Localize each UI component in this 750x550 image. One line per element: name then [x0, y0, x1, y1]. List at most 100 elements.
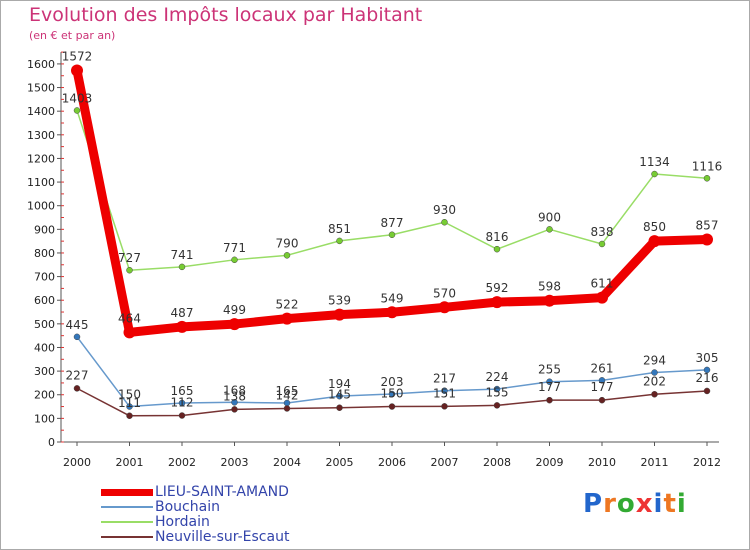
y-tick-label: 0	[48, 436, 55, 449]
data-label-bouchain: 194	[328, 377, 351, 391]
x-tick-label: 2003	[221, 456, 249, 469]
y-tick-label: 1500	[27, 82, 55, 95]
data-point-hordain	[231, 256, 238, 264]
data-label-lieu-saint-amand: 592	[486, 281, 509, 295]
data-point-lieu-saint-amand	[281, 312, 293, 325]
data-label-neuville-sur-escaut: 138	[223, 389, 246, 403]
data-label-hordain: 741	[171, 248, 194, 262]
data-point-bouchain	[126, 403, 133, 410]
data-label-lieu-saint-amand: 499	[223, 303, 246, 317]
data-point-lieu-saint-amand	[648, 235, 661, 248]
data-point-hordain	[703, 175, 711, 182]
data-label-hordain: 877	[381, 216, 404, 230]
data-label-bouchain: 165	[276, 384, 299, 398]
data-point-hordain	[651, 170, 658, 178]
data-label-bouchain: 294	[643, 354, 666, 368]
chart-subtitle: (en € et par an)	[29, 29, 116, 42]
x-tick-label: 2007	[431, 456, 459, 469]
legend-label-lieu-saint-amand: LIEU-SAINT-AMAND	[155, 484, 289, 500]
legend-swatch-lieu-saint-amand	[101, 488, 153, 496]
data-point-hordain	[493, 245, 501, 253]
data-label-hordain: 790	[276, 236, 299, 250]
y-tick-label: 1000	[27, 200, 55, 213]
data-point-bouchain	[73, 333, 81, 341]
y-tick-label: 1100	[27, 176, 55, 189]
legend: LIEU-SAINT-AMAND Bouchain Hordain Neuvil…	[101, 485, 361, 545]
data-point-neuville-sur-escaut	[598, 396, 606, 404]
data-label-bouchain: 261	[591, 361, 614, 375]
data-point-bouchain	[388, 390, 396, 398]
y-tick-label: 1200	[27, 152, 55, 165]
data-label-neuville-sur-escaut: 150	[381, 387, 404, 401]
data-point-bouchain	[336, 392, 343, 400]
data-point-hordain	[388, 231, 396, 239]
data-label-hordain: 771	[223, 241, 246, 255]
data-point-lieu-saint-amand	[176, 320, 188, 333]
x-tick-label: 2009	[536, 456, 564, 469]
x-tick-label: 2008	[483, 456, 511, 469]
data-label-hordain: 900	[538, 210, 561, 224]
data-point-lieu-saint-amand	[228, 318, 241, 331]
data-label-lieu-saint-amand: 611	[591, 277, 614, 291]
legend-swatch-bouchain	[101, 506, 153, 508]
data-point-neuville-sur-escaut	[73, 385, 81, 392]
x-tick-label: 2006	[378, 456, 406, 469]
x-tick-label: 2000	[63, 456, 91, 469]
data-point-lieu-saint-amand	[543, 294, 556, 307]
data-label-bouchain: 224	[486, 370, 509, 384]
data-label-lieu-saint-amand: 598	[538, 280, 561, 294]
data-label-lieu-saint-amand: 857	[696, 218, 719, 232]
x-tick-label: 2012	[693, 456, 721, 469]
data-point-lieu-saint-amand	[333, 308, 346, 321]
y-tick-label: 800	[34, 247, 55, 260]
data-point-bouchain	[441, 387, 448, 394]
y-tick-label: 300	[34, 365, 55, 378]
data-label-hordain: 838	[591, 225, 614, 239]
data-label-neuville-sur-escaut: 177	[538, 380, 561, 394]
legend-swatch-hordain	[101, 521, 153, 523]
data-point-hordain	[441, 218, 448, 226]
data-point-bouchain	[651, 369, 658, 376]
data-point-hordain	[178, 263, 186, 271]
x-tick-label: 2001	[116, 456, 144, 469]
data-label-lieu-saint-amand: 549	[381, 291, 404, 305]
y-tick-label: 200	[34, 389, 55, 402]
x-tick-label: 2005	[326, 456, 354, 469]
data-label-neuville-sur-escaut: 145	[328, 388, 351, 402]
data-label-neuville-sur-escaut: 112	[171, 396, 194, 410]
data-label-hordain: 1403	[62, 91, 93, 105]
data-label-lieu-saint-amand: 487	[171, 306, 194, 320]
proxiti-logo: Proxiti	[583, 489, 687, 519]
data-point-bouchain	[703, 366, 711, 374]
legend-swatch-neuville	[101, 536, 153, 538]
chart-title: Evolution des Impôts locaux par Habitant	[29, 4, 423, 26]
data-point-neuville-sur-escaut	[126, 412, 133, 420]
legend-item-hordain: Hordain	[101, 515, 361, 530]
data-point-lieu-saint-amand	[596, 291, 608, 304]
data-label-hordain: 816	[486, 230, 509, 244]
logo-letter: i	[653, 489, 664, 519]
logo-letter: x	[635, 489, 654, 519]
data-point-hordain	[336, 237, 343, 245]
x-tick-label: 2011	[641, 456, 669, 469]
logo-letter: t	[663, 489, 677, 519]
data-point-hordain	[283, 252, 291, 259]
data-label-hordain: 1116	[692, 159, 723, 173]
data-point-neuville-sur-escaut	[651, 391, 658, 398]
data-point-lieu-saint-amand	[491, 296, 503, 309]
data-label-hordain: 727	[118, 251, 141, 265]
x-tick-label: 2010	[588, 456, 616, 469]
y-tick-label: 500	[34, 318, 55, 331]
logo-letter: o	[616, 489, 636, 519]
data-label-lieu-saint-amand: 539	[328, 294, 351, 308]
data-point-bouchain	[231, 399, 238, 406]
data-label-neuville-sur-escaut: 202	[643, 374, 666, 388]
data-label-neuville-sur-escaut: 177	[591, 380, 614, 394]
logo-letter: r	[603, 489, 617, 519]
data-point-neuville-sur-escaut	[546, 396, 553, 404]
data-label-bouchain: 445	[66, 318, 89, 332]
data-label-neuville-sur-escaut: 155	[486, 385, 509, 399]
data-label-lieu-saint-amand: 570	[433, 286, 456, 300]
x-tick-label: 2004	[273, 456, 301, 469]
